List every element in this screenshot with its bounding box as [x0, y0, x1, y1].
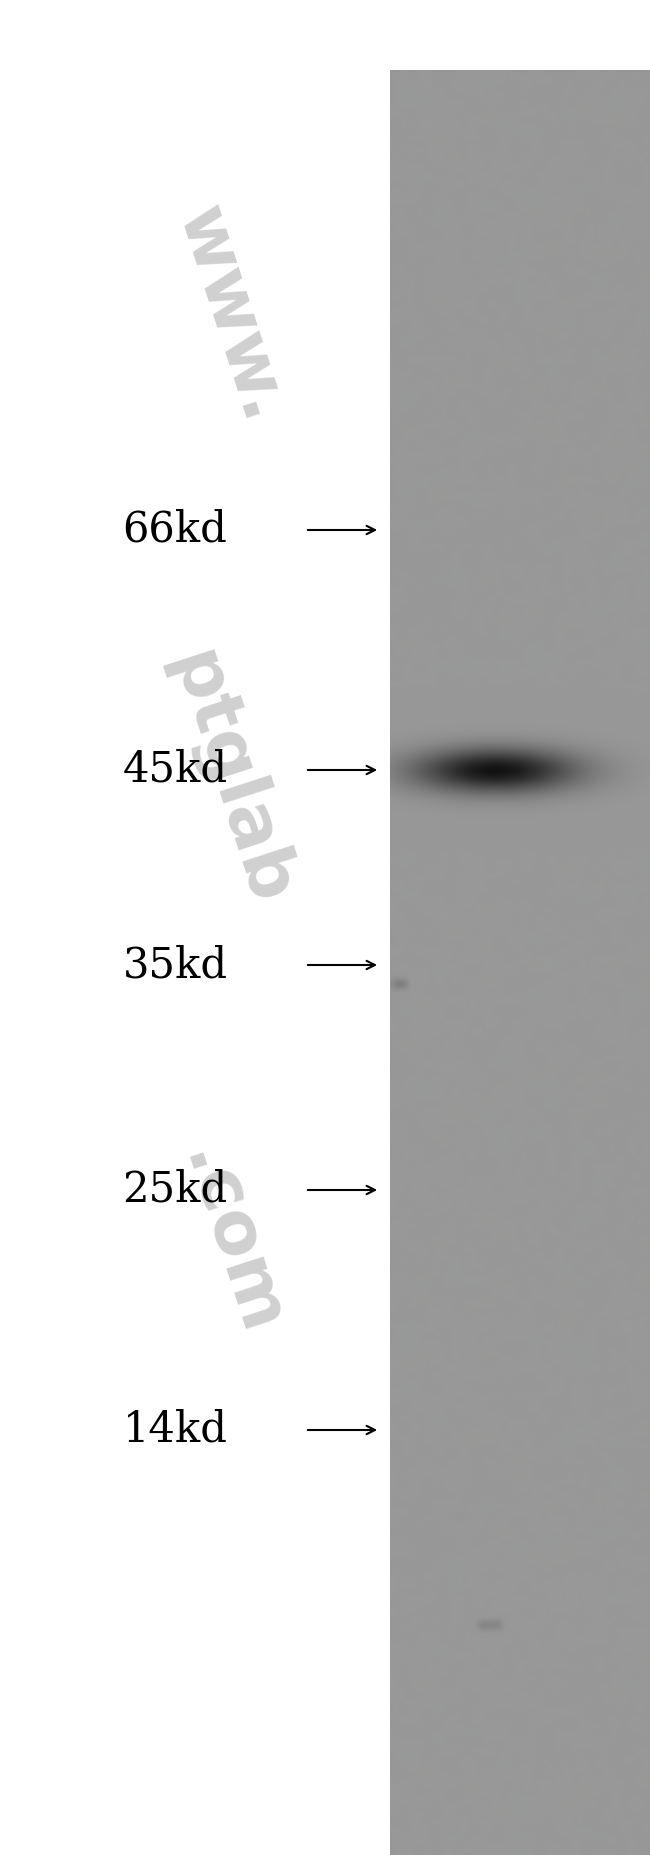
- Text: 45kd: 45kd: [122, 749, 228, 790]
- Text: 35kd: 35kd: [122, 944, 228, 987]
- Text: 66kd: 66kd: [123, 508, 228, 551]
- Text: ptglab: ptglab: [156, 644, 304, 915]
- Text: 25kd: 25kd: [122, 1169, 228, 1211]
- Text: .com: .com: [167, 1139, 293, 1347]
- Text: www.: www.: [162, 198, 297, 432]
- Text: 14kd: 14kd: [122, 1410, 228, 1451]
